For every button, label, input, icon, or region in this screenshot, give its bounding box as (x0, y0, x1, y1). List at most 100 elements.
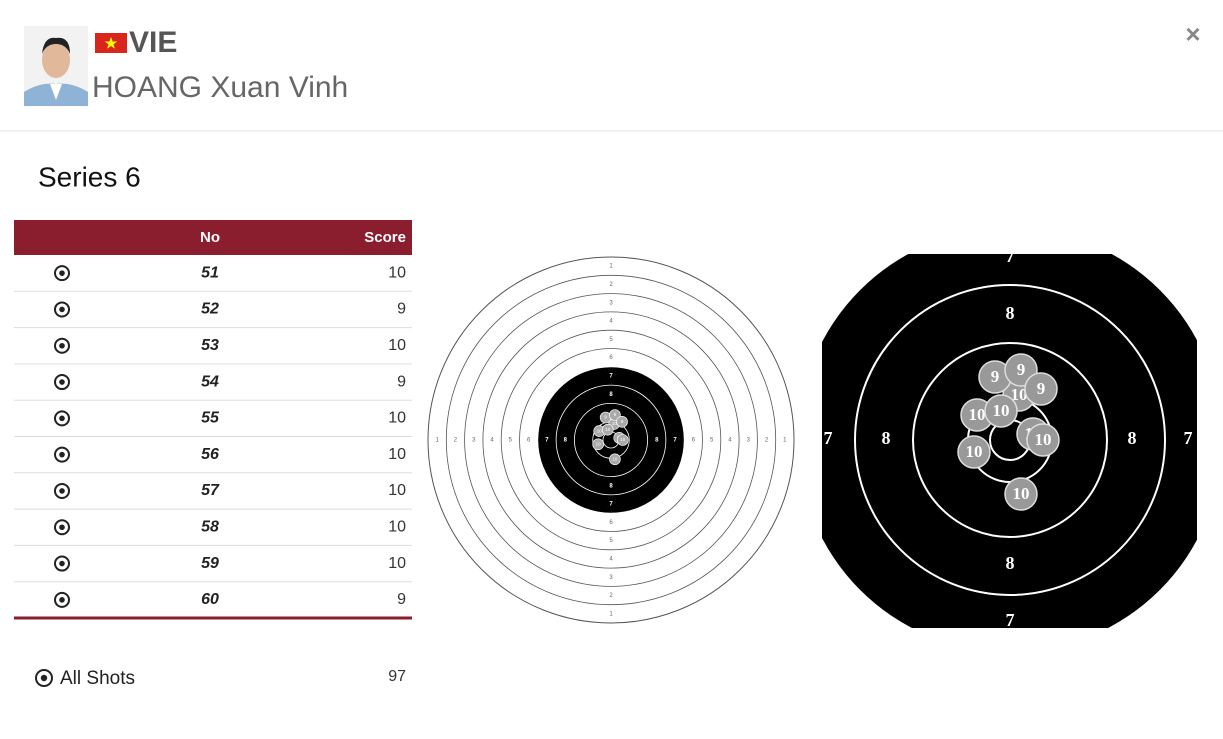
icon-dot (40, 674, 48, 682)
ring-label: 7 (609, 374, 613, 380)
shot-number: 59 (201, 555, 219, 572)
icon-ring (54, 265, 70, 282)
ring-label: 3 (747, 438, 751, 444)
icon-dot (59, 451, 65, 458)
shot-score: 9 (397, 591, 406, 608)
zoom-ring-label: 8 (882, 428, 891, 448)
ring-label: 5 (609, 538, 613, 544)
shot-label: 10 (597, 428, 603, 433)
zoom-shot-label: 10 (993, 401, 1010, 420)
icon-dot (59, 488, 65, 494)
shot-number: 51 (201, 264, 219, 281)
target-ring (500, 329, 722, 551)
shot-score: 10 (388, 337, 406, 354)
athlete-name: HOANG Xuan Vinh (92, 71, 348, 104)
shot-score: 10 (388, 410, 406, 427)
ring-label: 3 (609, 300, 613, 306)
icon-dot (59, 379, 65, 385)
shot-label: 9 (621, 419, 624, 424)
target-icon (54, 337, 70, 354)
shot-number: 54 (201, 373, 219, 390)
target-ring (574, 402, 649, 477)
ring-label: 8 (609, 392, 613, 398)
icon-ring (54, 374, 70, 391)
shot-number: 57 (201, 482, 220, 499)
zoom-shot-label: 10 (969, 405, 986, 424)
zoom-ring-label: 8 (1006, 303, 1015, 323)
ring-label: 6 (527, 438, 531, 444)
zoom-ring-label: 7 (824, 428, 833, 448)
target-icon (54, 482, 70, 499)
target-icon (54, 446, 70, 463)
icon-ring (54, 446, 70, 463)
zoom-shot-hole (1026, 423, 1060, 457)
ring-label: 8 (609, 483, 613, 489)
close-button[interactable]: × (1185, 19, 1200, 49)
shot-number: 58 (201, 518, 219, 535)
zoom-shot-label: 10 (1013, 484, 1030, 503)
ring-label: 4 (728, 438, 732, 444)
shot-label: 10 (612, 456, 618, 461)
icon-dot (59, 415, 65, 422)
target-icon (54, 591, 70, 608)
icon-ring (54, 337, 70, 354)
target-icon (54, 555, 70, 572)
target-ring (519, 348, 703, 532)
zoom-shot-label: 9 (991, 367, 1000, 386)
zoom-shot-label: 10 (966, 442, 983, 461)
ring-label: 4 (490, 438, 494, 444)
zoom-ring (912, 342, 1108, 538)
shot-score: 10 (388, 518, 406, 535)
zoom-ring-label: 7 (1006, 246, 1015, 266)
ring-label: 4 (609, 557, 613, 563)
ring-label: 1 (783, 438, 787, 444)
icon-ring (54, 591, 70, 608)
ring-label: 1 (435, 438, 439, 444)
target-icon (54, 519, 70, 536)
shot-hole (616, 415, 628, 428)
shot-score: 9 (397, 301, 406, 318)
ring-label: 1 (609, 611, 613, 617)
icon-dot (59, 560, 65, 567)
icon-ring (35, 669, 53, 687)
total-label: All Shots (60, 668, 135, 689)
ring-label: 2 (454, 438, 458, 444)
zoom-shot-label: 10 (1035, 430, 1052, 449)
shot-label: 10 (620, 437, 626, 442)
shot-label: 10 (605, 427, 611, 432)
ring-label: 5 (710, 438, 714, 444)
shot-hole (601, 423, 614, 436)
zoom-shot-hole (984, 394, 1018, 428)
icon-dot (59, 342, 65, 349)
target-icon (54, 410, 70, 427)
total-score: 97 (388, 668, 406, 685)
country-code: VIE (129, 26, 177, 59)
icon-ring (54, 555, 70, 572)
shot-score: 10 (388, 482, 406, 499)
target-ring (482, 311, 740, 569)
zoom-shot-label: 9 (1037, 379, 1046, 398)
zoom-ring (822, 254, 1197, 628)
shot-label: 9 (614, 412, 617, 417)
ring-label: 6 (609, 520, 613, 526)
ring-label: 1 (609, 264, 613, 270)
ring-label: 6 (692, 438, 696, 444)
ring-label: 6 (609, 355, 613, 361)
ring-label: 3 (472, 438, 476, 444)
ring-label: 8 (564, 438, 568, 444)
zoom-shot-label: 9 (1017, 360, 1026, 379)
column-header: No (200, 229, 220, 246)
icon-dot (59, 270, 65, 276)
shot-number: 60 (201, 591, 219, 608)
shot-label: 10 (612, 421, 618, 426)
zoom-shot-hole (957, 435, 991, 469)
ring-label: 2 (609, 282, 613, 288)
zoom-ring (854, 284, 1166, 596)
icon-dot (59, 306, 65, 313)
zoom-shot-hole (1004, 477, 1038, 511)
ring-label: 4 (609, 319, 613, 325)
shot-hole (616, 434, 629, 446)
icon-ring (54, 301, 70, 318)
